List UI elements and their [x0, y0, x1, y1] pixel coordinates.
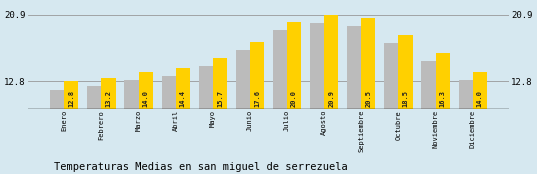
Text: 20.9: 20.9 — [328, 90, 334, 107]
Text: 14.0: 14.0 — [143, 90, 149, 107]
Bar — [273, 30, 287, 109]
Bar — [310, 23, 324, 109]
Bar — [139, 72, 153, 109]
Bar — [250, 42, 264, 109]
Text: 18.5: 18.5 — [402, 90, 409, 107]
Text: 17.6: 17.6 — [254, 90, 260, 107]
Text: 20.5: 20.5 — [365, 90, 372, 107]
Bar — [50, 90, 64, 109]
Bar — [176, 68, 190, 109]
Bar — [64, 81, 78, 109]
Bar — [459, 80, 473, 109]
Bar — [436, 53, 449, 109]
Bar — [125, 80, 139, 109]
Text: 14.4: 14.4 — [180, 90, 186, 107]
Bar — [162, 77, 176, 109]
Bar — [384, 43, 398, 109]
Bar — [101, 78, 115, 109]
Bar — [236, 50, 250, 109]
Bar — [287, 22, 301, 109]
Text: 20.0: 20.0 — [291, 90, 297, 107]
Text: 15.7: 15.7 — [217, 90, 223, 107]
Text: 13.2: 13.2 — [106, 90, 112, 107]
Bar — [213, 58, 227, 109]
Bar — [473, 72, 487, 109]
Text: 12.8: 12.8 — [68, 90, 75, 107]
Bar — [199, 66, 213, 109]
Bar — [398, 35, 412, 109]
Bar — [324, 15, 338, 109]
Bar — [422, 61, 436, 109]
Text: Temperaturas Medias en san miguel de serrezuela: Temperaturas Medias en san miguel de ser… — [54, 162, 347, 172]
Text: 16.3: 16.3 — [440, 90, 446, 107]
Bar — [361, 18, 375, 109]
Bar — [347, 26, 361, 109]
Bar — [88, 86, 101, 109]
Text: 14.0: 14.0 — [477, 90, 483, 107]
